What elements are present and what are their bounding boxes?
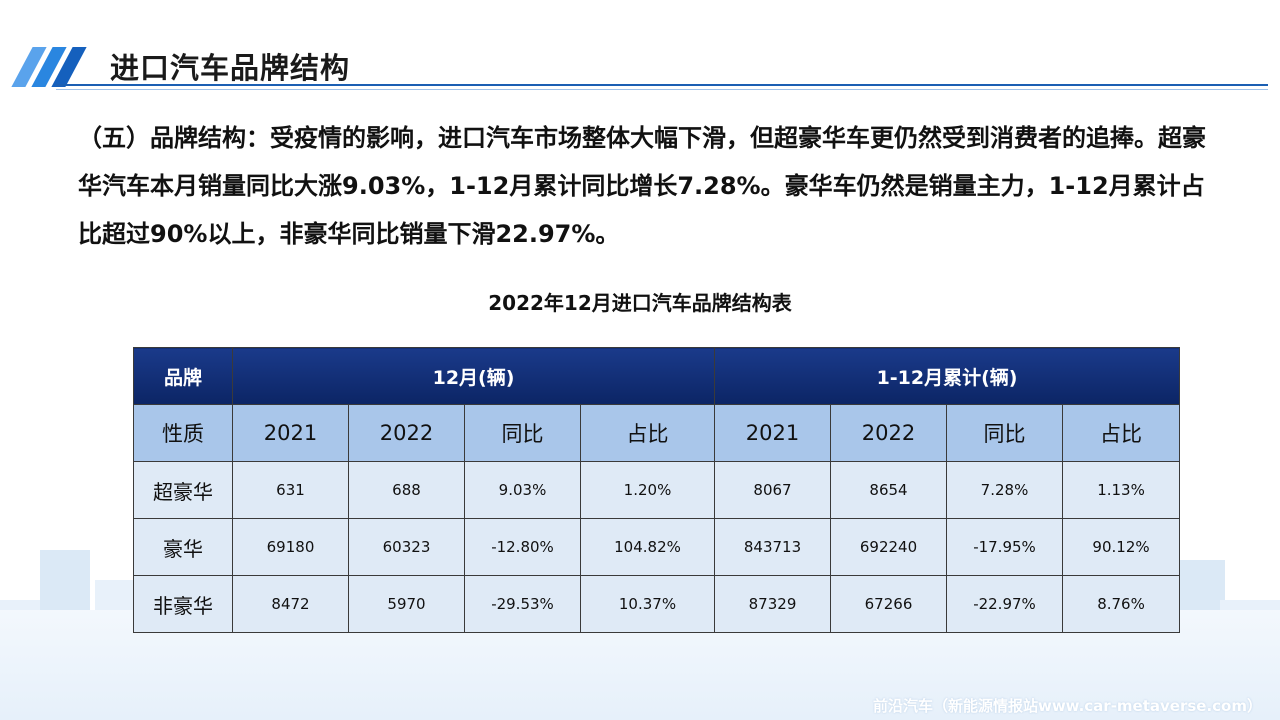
header-stripes-icon [11,47,87,87]
summary-paragraph: （五）品牌结构：受疫情的影响，进口汽车市场整体大幅下滑，但超豪华车更仍然受到消费… [78,124,1206,248]
table-cell: 90.12% [1061,518,1181,576]
header-rule-thin [56,89,1268,90]
subheader-col: 2022 [830,404,947,462]
table-cell: 8472 [232,575,349,633]
table-cell: -12.80% [464,518,581,576]
table-cell: -22.97% [946,575,1063,633]
table-row: 豪华 69180 60323 -12.80% 104.82% 843713 69… [133,518,1181,576]
table-cell: 8654 [830,461,947,519]
table-cell: 5970 [348,575,465,633]
table-cell: -17.95% [946,518,1063,576]
table-cell: 67266 [830,575,947,633]
header-brand: 品牌 [133,347,233,405]
table-row: 非豪华 8472 5970 -29.53% 10.37% 87329 67266… [133,575,1181,633]
table-cell: 692240 [830,518,947,576]
table-cell: 104.82% [580,518,715,576]
subheader-col: 2021 [232,404,349,462]
table-cell: 1.20% [580,461,715,519]
header-ytd-group: 1-12月累计(辆) [713,347,1181,405]
table-caption: 2022年12月进口汽车品牌结构表 [488,291,792,315]
table-row: 超豪华 631 688 9.03% 1.20% 8067 8654 7.28% … [133,461,1181,519]
subheader-col: 占比 [1061,404,1181,462]
subheader-nature: 性质 [133,404,233,462]
table-cell: 8.76% [1061,575,1181,633]
subheader-col: 同比 [946,404,1063,462]
table-cell: 60323 [348,518,465,576]
header-month-group: 12月(辆) [232,347,715,405]
table-cell: 631 [232,461,349,519]
header-rule [56,84,1268,86]
row-label: 超豪华 [133,461,233,519]
table-cell: 7.28% [946,461,1063,519]
table-cell: 688 [348,461,465,519]
page-title: 进口汽车品牌结构 [110,51,351,85]
subheader-col: 2021 [714,404,831,462]
table-cell: 10.37% [580,575,715,633]
subheader-col: 2022 [348,404,465,462]
brand-structure-table: 品牌 12月(辆) 1-12月累计(辆) 性质 2021 2022 同比 占比 … [133,347,1181,633]
table-cell: 87329 [714,575,831,633]
subheader-col: 占比 [580,404,715,462]
table-cell: 8067 [714,461,831,519]
table-cell: 843713 [714,518,831,576]
table-header-row: 品牌 12月(辆) 1-12月累计(辆) [133,347,1181,405]
table-subheader-row: 性质 2021 2022 同比 占比 2021 2022 同比 占比 [133,404,1181,462]
subheader-col: 同比 [464,404,581,462]
row-label: 豪华 [133,518,233,576]
table-cell: 69180 [232,518,349,576]
table-cell: 1.13% [1061,461,1181,519]
table-cell: -29.53% [464,575,581,633]
watermark-text: 前沿汽车（新能源情报站www.car-metaverse.com） [872,697,1262,715]
table-cell: 9.03% [464,461,581,519]
row-label: 非豪华 [133,575,233,633]
